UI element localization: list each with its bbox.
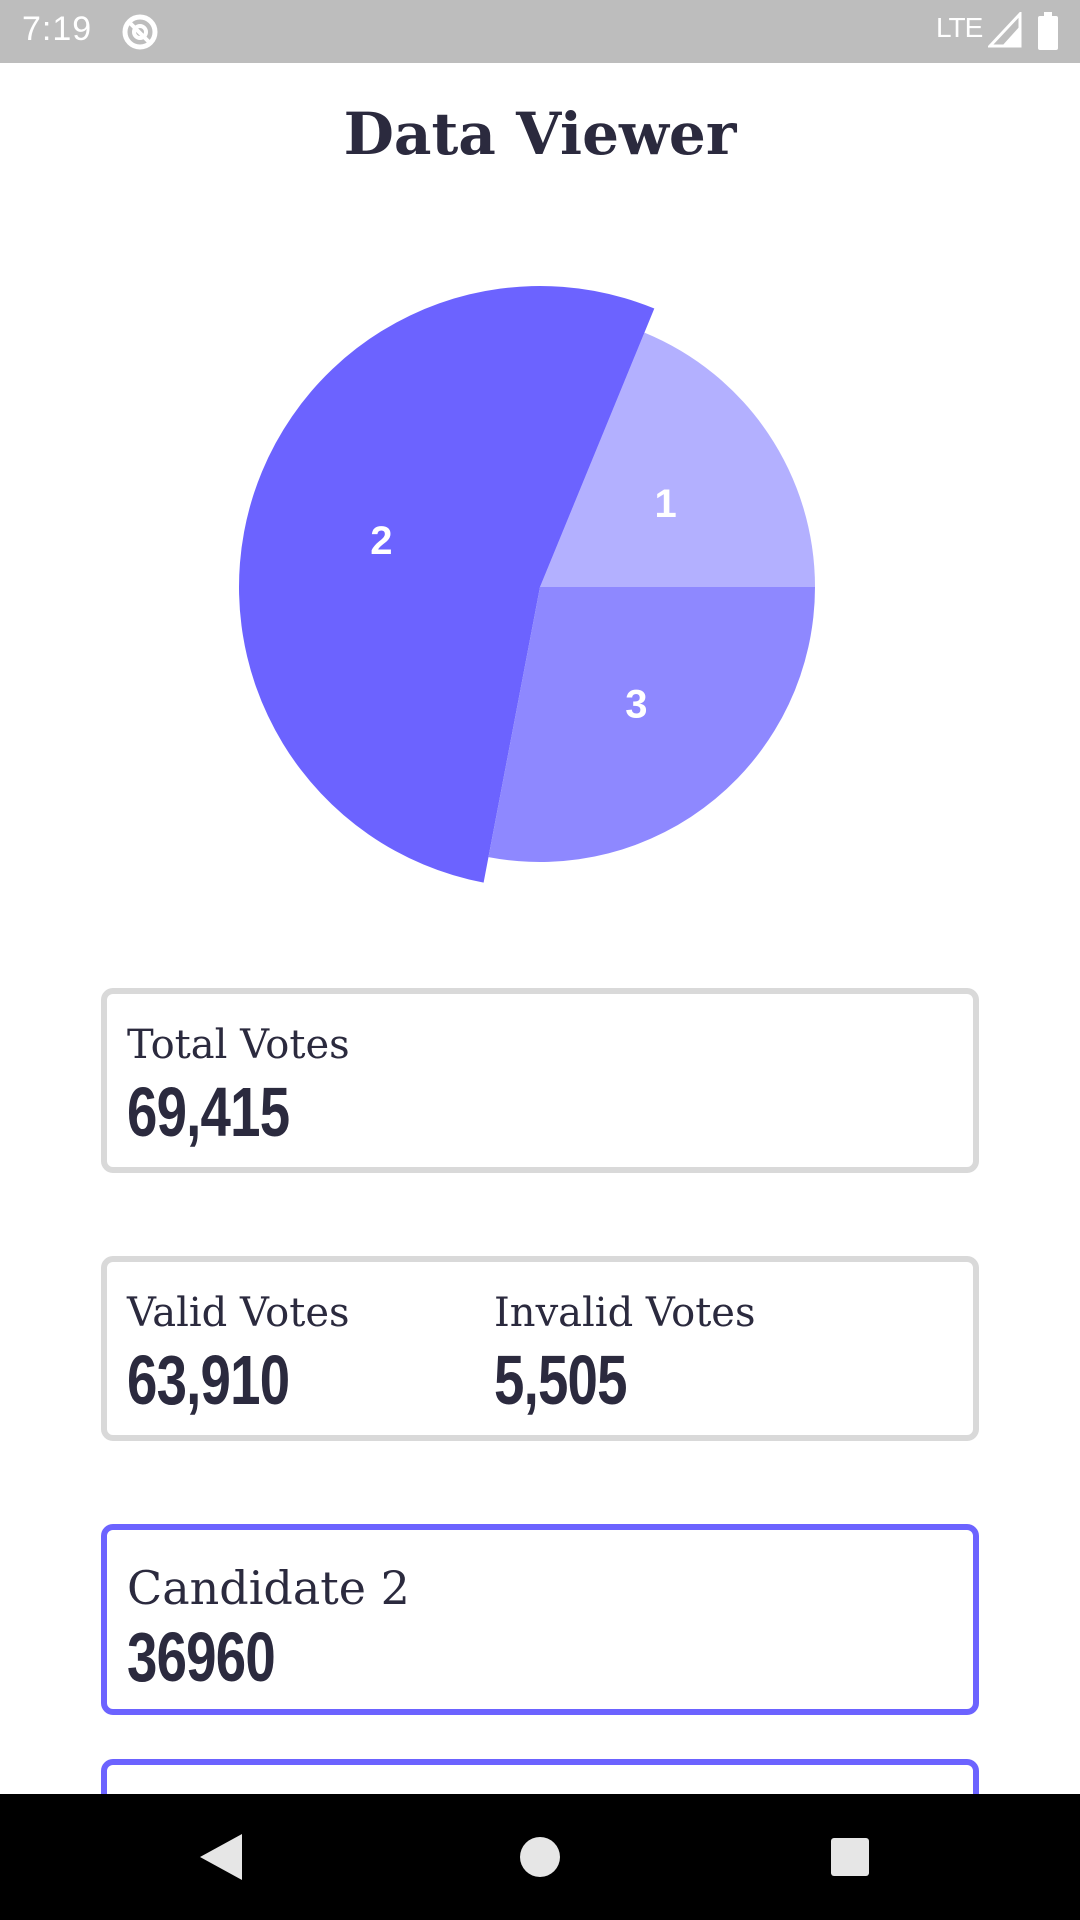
invalid-votes-label: Invalid Votes <box>494 1290 756 1336</box>
network-type: LTE <box>936 12 983 43</box>
candidate-2-label: Candidate 2 <box>127 1561 410 1615</box>
total-votes-value: 69,415 <box>127 1073 290 1151</box>
status-bar: 7:19 LTE <box>0 0 1080 63</box>
total-votes-label: Total Votes <box>127 1022 350 1068</box>
back-icon[interactable] <box>160 1794 300 1920</box>
valid-invalid-card: Valid Votes 63,910 Invalid Votes 5,505 <box>101 1256 979 1441</box>
valid-votes-value: 63,910 <box>127 1341 290 1419</box>
candidate-2-value: 36960 <box>127 1618 276 1696</box>
navigation-bar <box>0 1794 1080 1920</box>
pie-slice-2[interactable] <box>238 285 655 883</box>
battery-icon <box>1038 12 1058 50</box>
signal-icon <box>988 12 1022 48</box>
home-icon[interactable] <box>470 1794 610 1920</box>
pie-slice-label-2: 2 <box>370 519 392 563</box>
pie-slice-label-1: 1 <box>655 482 677 526</box>
pie-chart-svg: 1 2 3 <box>238 285 815 883</box>
status-time: 7:19 <box>22 10 93 48</box>
pie-slice-3[interactable] <box>488 587 815 862</box>
vote-pie-chart: 1 2 3 <box>0 200 1080 920</box>
page-title: Data Viewer <box>343 100 737 168</box>
valid-votes-label: Valid Votes <box>127 1290 350 1336</box>
candidate-2-card[interactable]: Candidate 2 36960 <box>101 1524 979 1715</box>
app-notification-icon <box>122 14 158 50</box>
pie-slice-1[interactable] <box>540 332 815 587</box>
invalid-votes-value: 5,505 <box>494 1341 628 1419</box>
recents-icon[interactable] <box>780 1794 920 1920</box>
total-votes-card: Total Votes 69,415 <box>101 988 979 1173</box>
pie-slice-label-3: 3 <box>625 683 647 727</box>
